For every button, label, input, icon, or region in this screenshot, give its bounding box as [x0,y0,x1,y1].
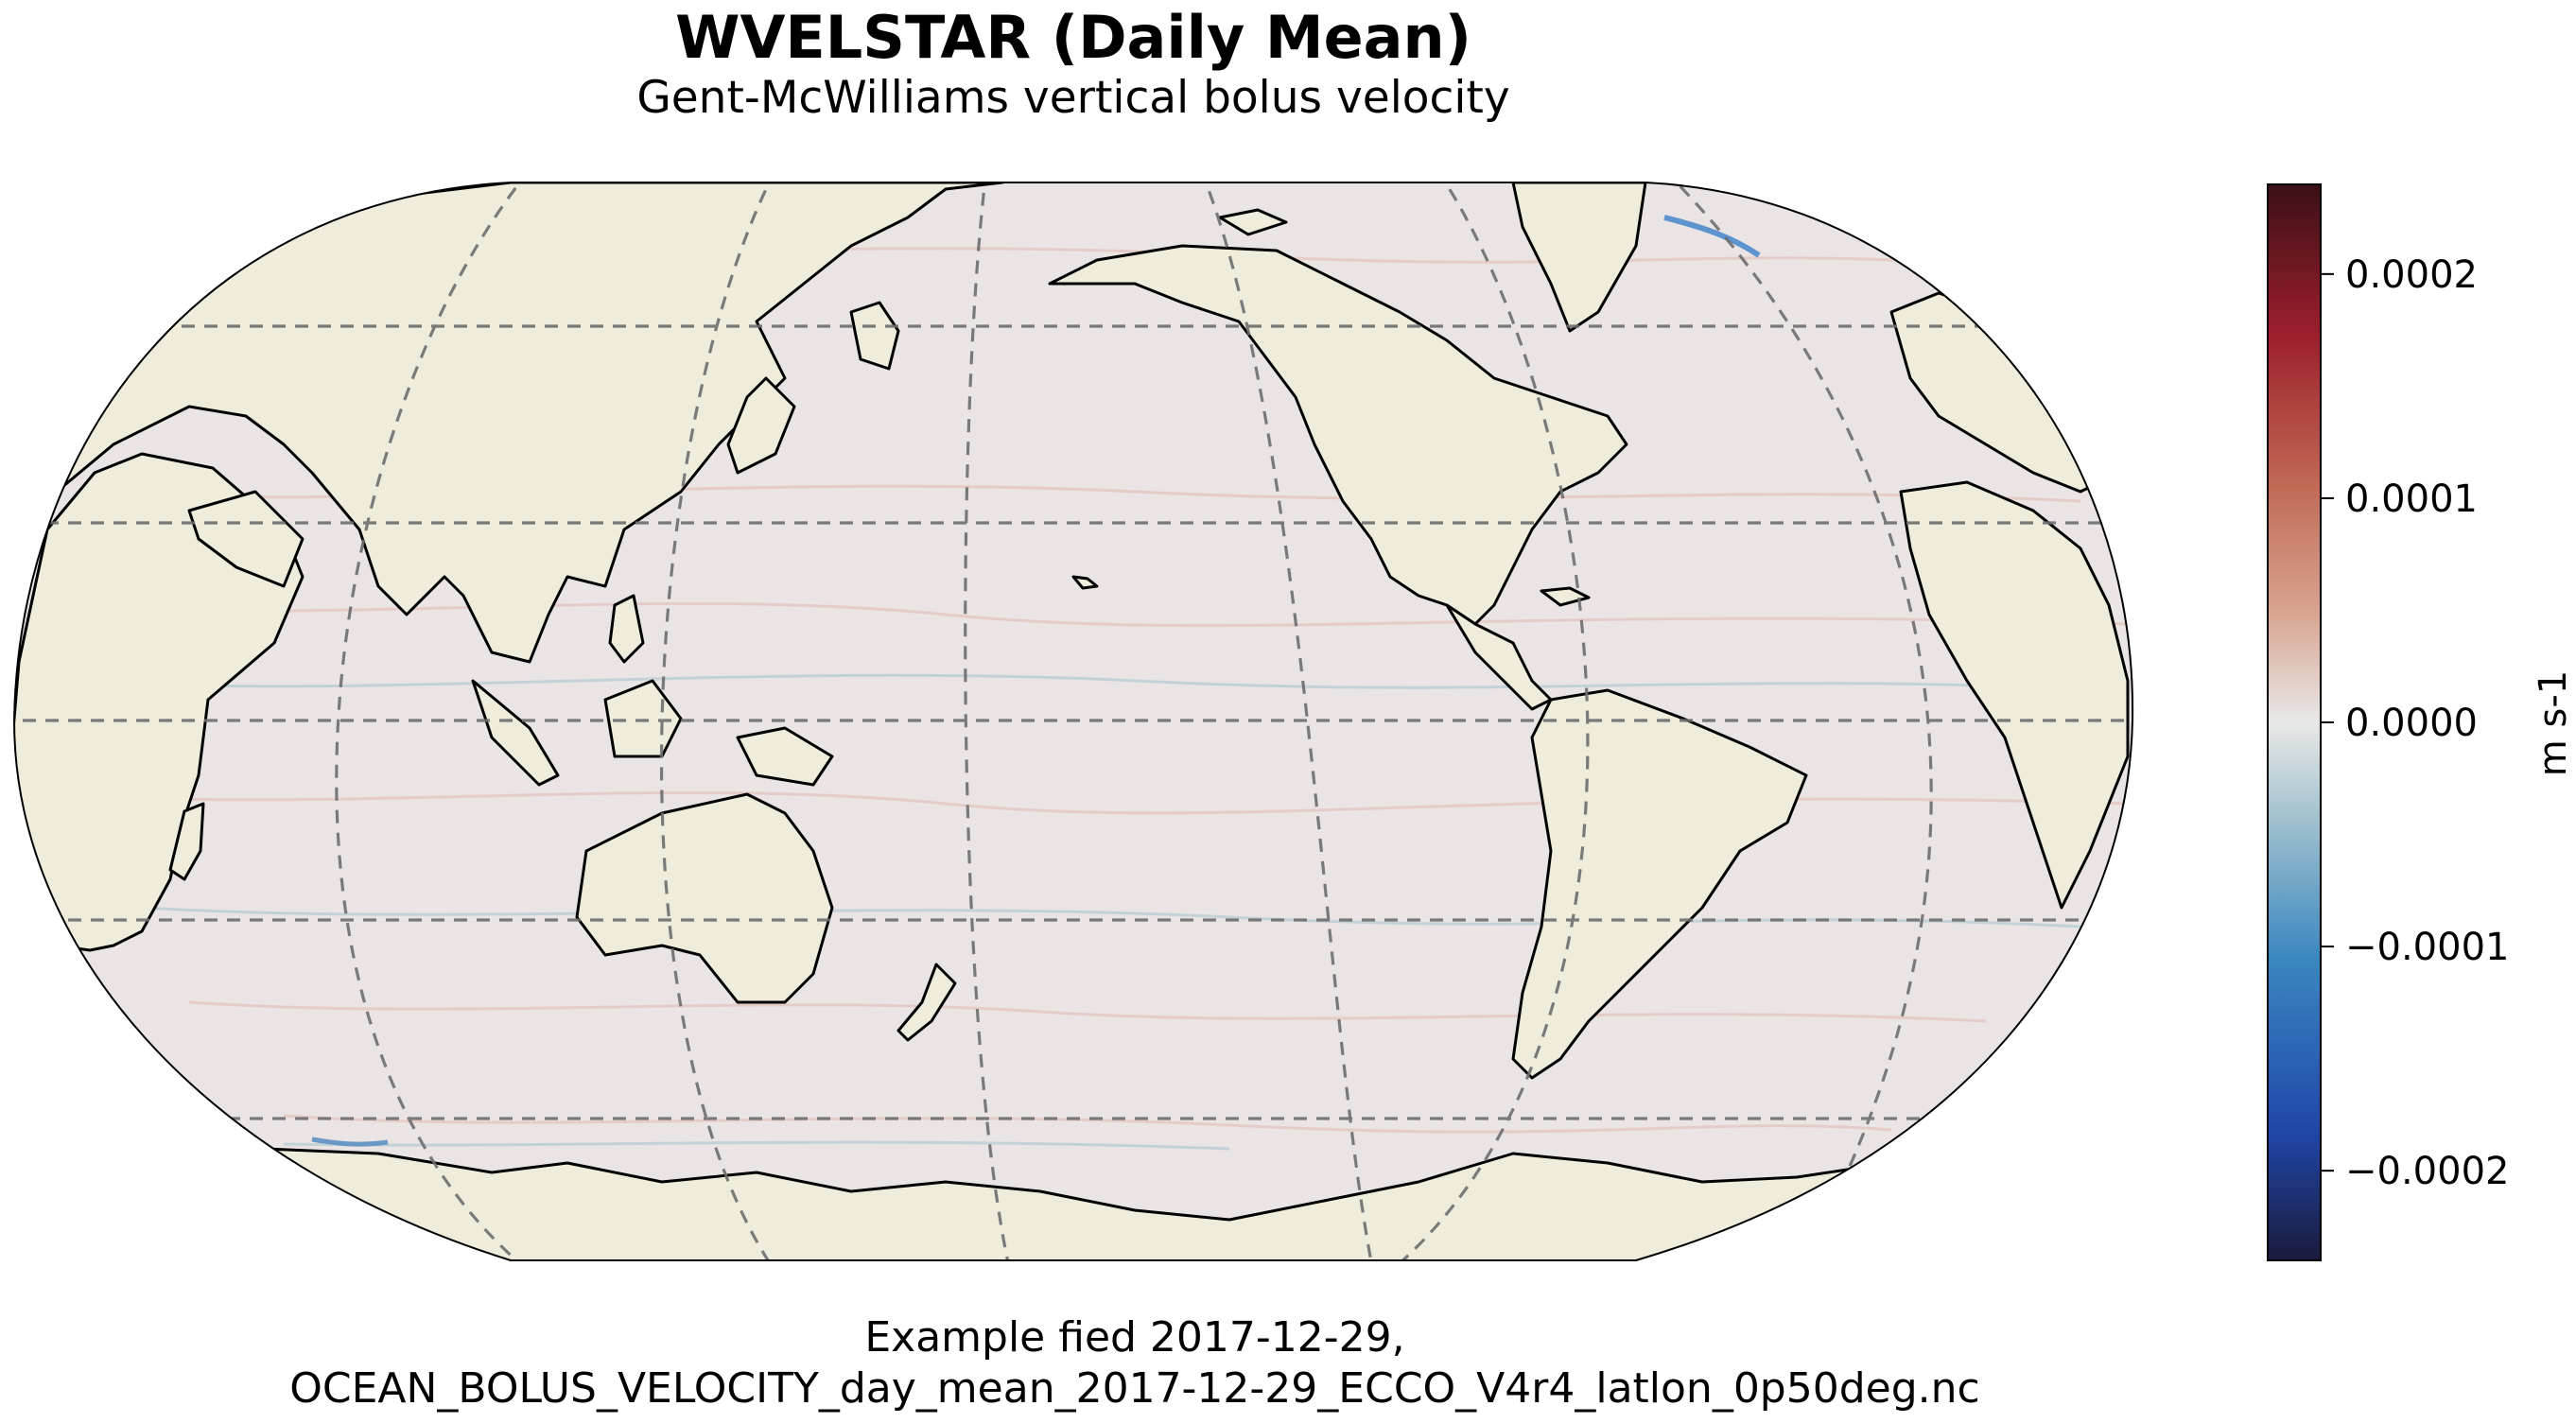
colorbar-tick-label: 0.0001 [2345,477,2478,521]
greenland [1511,182,1647,333]
philippines [608,594,645,664]
japan [726,376,796,475]
colorbar-tick-label: 0.0000 [2345,702,2478,745]
globe-outline [12,182,2134,1261]
kamchatka [849,301,900,371]
caribbean-islands [1540,586,1591,607]
colorbar-tick-label: −0.0001 [2345,926,2509,969]
figure-caption: Example fied 2017-12-29, OCEAN_BOLUS_VEL… [0,1312,2270,1414]
graticule [14,182,2133,1260]
figure-subtitle: Gent-McWilliams vertical bolus velocity [636,72,1510,124]
hawaii [1071,575,1099,590]
africa-west-part [1899,480,2130,910]
colorbar-tick-label: −0.0002 [2345,1150,2509,1193]
colorbar-unit-label: m s-1 [2532,670,2575,776]
sumatra [471,679,560,787]
new-guinea [736,726,834,787]
caption-line-2: OCEAN_BOLUS_VELOCITY_day_mean_2017-12-29… [289,1364,1980,1413]
madagascar [168,802,205,881]
figure-title: WVELSTAR (Daily Mean) [675,3,1471,72]
colorbar-gradient [2267,183,2322,1261]
arctic-islands [1218,208,1288,236]
caption-line-1: Example fied 2017-12-29, [864,1313,1405,1362]
new-zealand [896,963,957,1042]
north-america [1048,244,1628,626]
australia [575,792,834,1004]
africa [14,452,305,952]
arabia [187,490,305,588]
colorbar-tick-label: 0.0002 [2345,253,2478,297]
land [14,182,2133,1260]
